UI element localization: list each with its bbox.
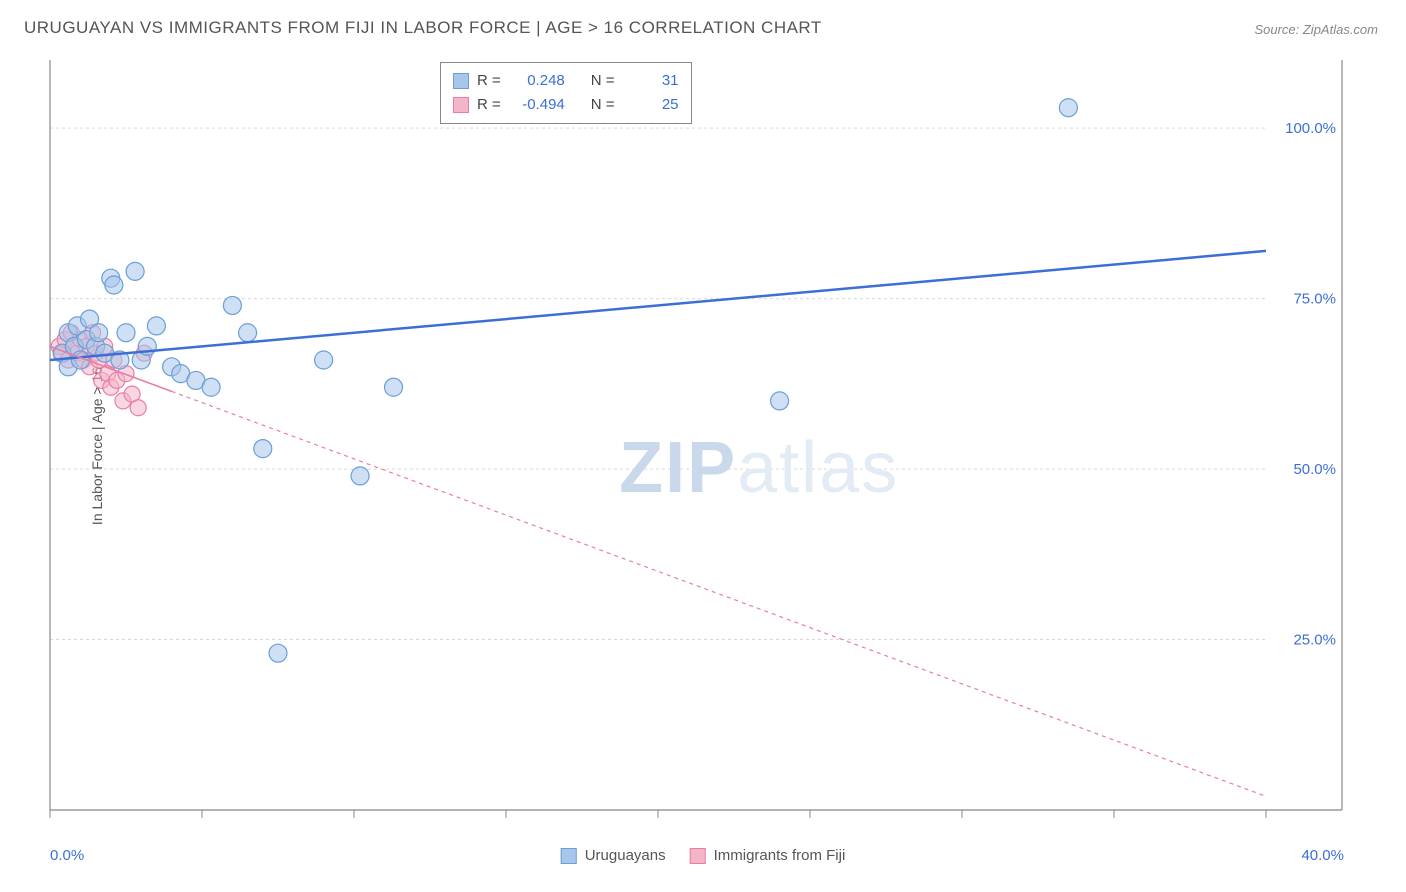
bottom-legend: Uruguayans Immigrants from Fiji xyxy=(561,847,846,864)
legend-swatch-series2 xyxy=(690,848,706,864)
svg-text:75.0%: 75.0% xyxy=(1293,291,1336,308)
svg-text:25.0%: 25.0% xyxy=(1293,632,1336,649)
series2-n-value: 25 xyxy=(623,93,679,117)
legend-label-series1: Uruguayans xyxy=(585,847,666,864)
scatter-chart: 25.0% 50.0% 75.0% 100.0% xyxy=(48,56,1346,828)
x-axis-min-label: 0.0% xyxy=(50,847,84,864)
chart-title: URUGUAYAN VS IMMIGRANTS FROM FIJI IN LAB… xyxy=(24,18,822,38)
chart-container: URUGUAYAN VS IMMIGRANTS FROM FIJI IN LAB… xyxy=(0,0,1406,892)
source-credit: Source: ZipAtlas.com xyxy=(1254,22,1378,37)
swatch-series2 xyxy=(453,97,469,113)
x-axis-max-label: 40.0% xyxy=(1301,847,1344,864)
r-label: R = xyxy=(477,93,501,117)
source-link[interactable]: ZipAtlas.com xyxy=(1303,22,1378,37)
swatch-series1 xyxy=(453,73,469,89)
svg-text:100.0%: 100.0% xyxy=(1285,120,1336,137)
chart-area: ZIPatlas 25.0%50.0%75.0%100.0% xyxy=(48,56,1346,828)
stats-row-series1: R = 0.248 N = 31 xyxy=(453,69,679,93)
legend-item-series2: Immigrants from Fiji xyxy=(690,847,846,864)
legend-item-series1: Uruguayans xyxy=(561,847,666,864)
svg-text:50.0%: 50.0% xyxy=(1293,461,1336,478)
n-label: N = xyxy=(591,69,615,93)
source-label: Source: xyxy=(1254,22,1302,37)
stats-row-series2: R = -0.494 N = 25 xyxy=(453,93,679,117)
n-label: N = xyxy=(591,93,615,117)
series1-r-value: 0.248 xyxy=(509,69,565,93)
legend-swatch-series1 xyxy=(561,848,577,864)
series2-r-value: -0.494 xyxy=(509,93,565,117)
legend-label-series2: Immigrants from Fiji xyxy=(714,847,846,864)
stats-legend-box: R = 0.248 N = 31 R = -0.494 N = 25 xyxy=(440,62,692,124)
r-label: R = xyxy=(477,69,501,93)
series1-n-value: 31 xyxy=(623,69,679,93)
